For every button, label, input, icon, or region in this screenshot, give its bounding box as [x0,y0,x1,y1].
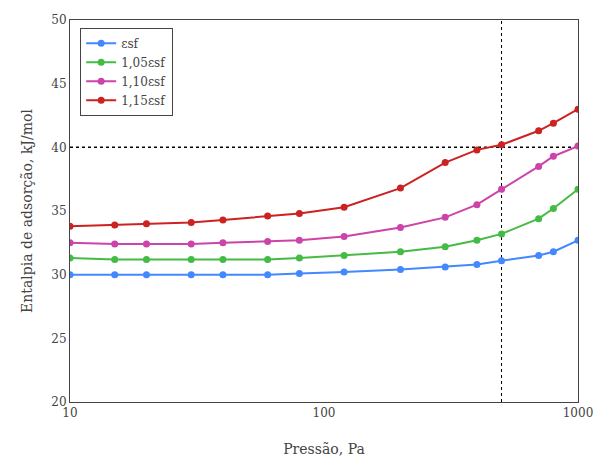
svg-text:25: 25 [51,332,66,346]
svg-text:1,10εsf: 1,10εsf [121,75,166,89]
svg-text:50: 50 [51,13,66,27]
svg-text:40: 40 [51,141,66,155]
svg-text:1000: 1000 [563,406,594,420]
svg-text:30: 30 [51,268,66,282]
svg-text:35: 35 [51,204,66,218]
svg-text:10: 10 [62,406,77,420]
svg-text:100: 100 [313,406,336,420]
svg-text:45: 45 [51,77,66,91]
svg-text:εsf: εsf [121,37,139,51]
svg-text:Entalpia de adsorção, kJ/mol: Entalpia de adsorção, kJ/mol [19,109,35,313]
svg-text:1,15εsf: 1,15εsf [121,94,166,108]
svg-text:Pressão, Pa: Pressão, Pa [283,441,365,457]
svg-text:1,05εsf: 1,05εsf [121,56,166,70]
svg-text:20: 20 [51,395,66,409]
